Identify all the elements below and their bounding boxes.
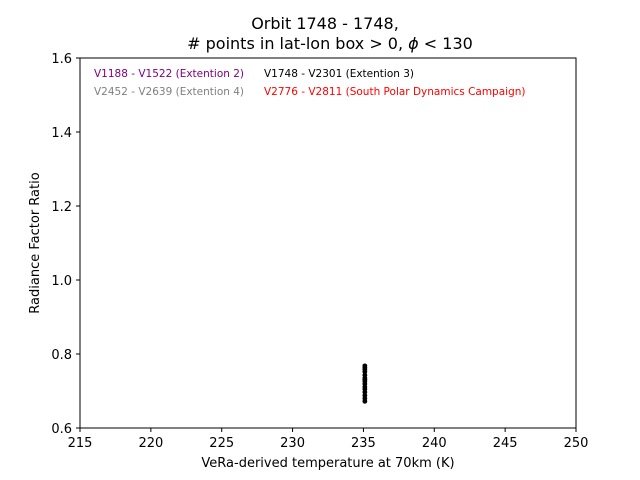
x-tick-label: 235: [351, 436, 376, 451]
x-tick-label: 215: [68, 436, 93, 451]
y-tick-label: 0.6: [51, 422, 72, 437]
y-axis-ticks: 0.6 0.8 1.0 1.2 1.4 1.6: [51, 52, 80, 437]
data-points: [362, 363, 368, 404]
legend-entry-south-polar: V2776 - V2811 (South Polar Dynamics Camp…: [264, 86, 526, 98]
y-tick-label: 1.4: [51, 126, 72, 141]
x-tick-label: 225: [209, 436, 234, 451]
x-tick-label: 250: [564, 436, 589, 451]
plot-frame: [79, 57, 577, 429]
legend: V1188 - V1522 (Extention 2) V1748 - V230…: [94, 68, 526, 98]
y-tick-label: 0.8: [51, 348, 72, 363]
y-tick-label: 1.6: [51, 52, 72, 67]
x-tick-label: 220: [138, 436, 163, 451]
x-axis-label: VeRa-derived temperature at 70km (K): [201, 456, 454, 471]
data-point: [362, 393, 368, 398]
chart-title-line2: # points in lat-lon box > 0, ϕ < 130: [187, 34, 473, 53]
x-tick-label: 245: [493, 436, 518, 451]
chart-title-line2-prefix: # points in lat-lon box > 0,: [187, 34, 408, 53]
data-point: [362, 363, 368, 369]
chart-title-line1: Orbit 1748 - 1748,: [251, 14, 399, 33]
x-tick-label: 230: [280, 436, 305, 451]
data-point: [362, 372, 368, 378]
y-tick-label: 1.0: [51, 274, 72, 289]
chart-title-line2-suffix: < 130: [419, 34, 473, 53]
legend-entry-ext3: V1748 - V2301 (Extention 3): [264, 68, 414, 80]
y-axis-label: Radiance Factor Ratio: [28, 172, 43, 313]
x-tick-label: 240: [422, 436, 447, 451]
y-tick-label: 1.2: [51, 200, 72, 215]
legend-entry-ext4: V2452 - V2639 (Extention 4): [94, 86, 244, 98]
legend-entry-ext2: V1188 - V1522 (Extention 2): [94, 68, 244, 80]
x-axis-ticks: 215 220 225 230 235 240 245 250: [68, 428, 589, 451]
chart-title-line2-symbol: ϕ: [408, 34, 419, 53]
